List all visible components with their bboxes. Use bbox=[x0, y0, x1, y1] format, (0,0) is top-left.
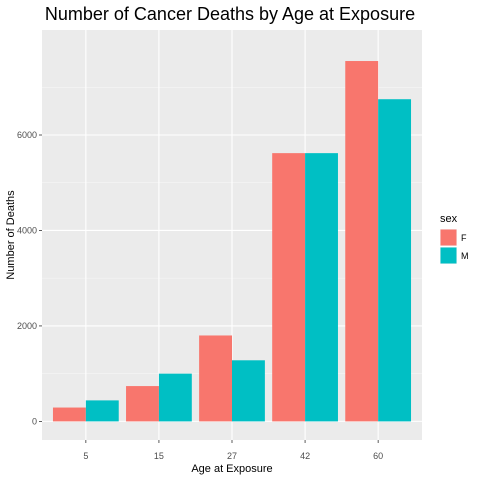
x-tick-label: 27 bbox=[227, 451, 237, 461]
y-tick-label: 0 bbox=[32, 416, 37, 426]
y-axis-ticks: 0 2000 4000 6000 bbox=[17, 130, 42, 426]
bar-M-5 bbox=[86, 400, 119, 421]
bar-F-15 bbox=[126, 386, 159, 421]
chart-title: Number of Cancer Deaths by Age at Exposu… bbox=[45, 4, 415, 24]
y-tick-label: 6000 bbox=[17, 130, 37, 140]
bar-M-60 bbox=[378, 99, 411, 421]
bar-M-15 bbox=[159, 374, 192, 422]
y-tick-label: 4000 bbox=[17, 225, 37, 235]
bar-F-27 bbox=[199, 335, 232, 421]
bar-F-42 bbox=[272, 153, 305, 421]
legend: sex FM bbox=[440, 213, 469, 264]
bar-M-27 bbox=[232, 360, 265, 421]
legend-label-F: F bbox=[461, 233, 467, 243]
legend-key-F bbox=[441, 230, 457, 246]
x-tick-label: 60 bbox=[373, 451, 383, 461]
x-axis-title: Age at Exposure bbox=[191, 463, 272, 475]
legend-key-M bbox=[441, 248, 457, 264]
bar-M-42 bbox=[305, 153, 338, 421]
y-axis-title: Number of Deaths bbox=[5, 190, 17, 280]
x-tick-label: 5 bbox=[83, 451, 88, 461]
x-tick-label: 42 bbox=[300, 451, 310, 461]
x-tick-label: 15 bbox=[154, 451, 164, 461]
y-tick-label: 2000 bbox=[17, 321, 37, 331]
legend-label-M: M bbox=[461, 251, 469, 261]
bar-F-60 bbox=[345, 61, 378, 421]
legend-title: sex bbox=[440, 213, 458, 225]
bar-F-5 bbox=[53, 408, 86, 422]
x-axis-ticks: 5 15 27 42 60 bbox=[83, 440, 383, 461]
